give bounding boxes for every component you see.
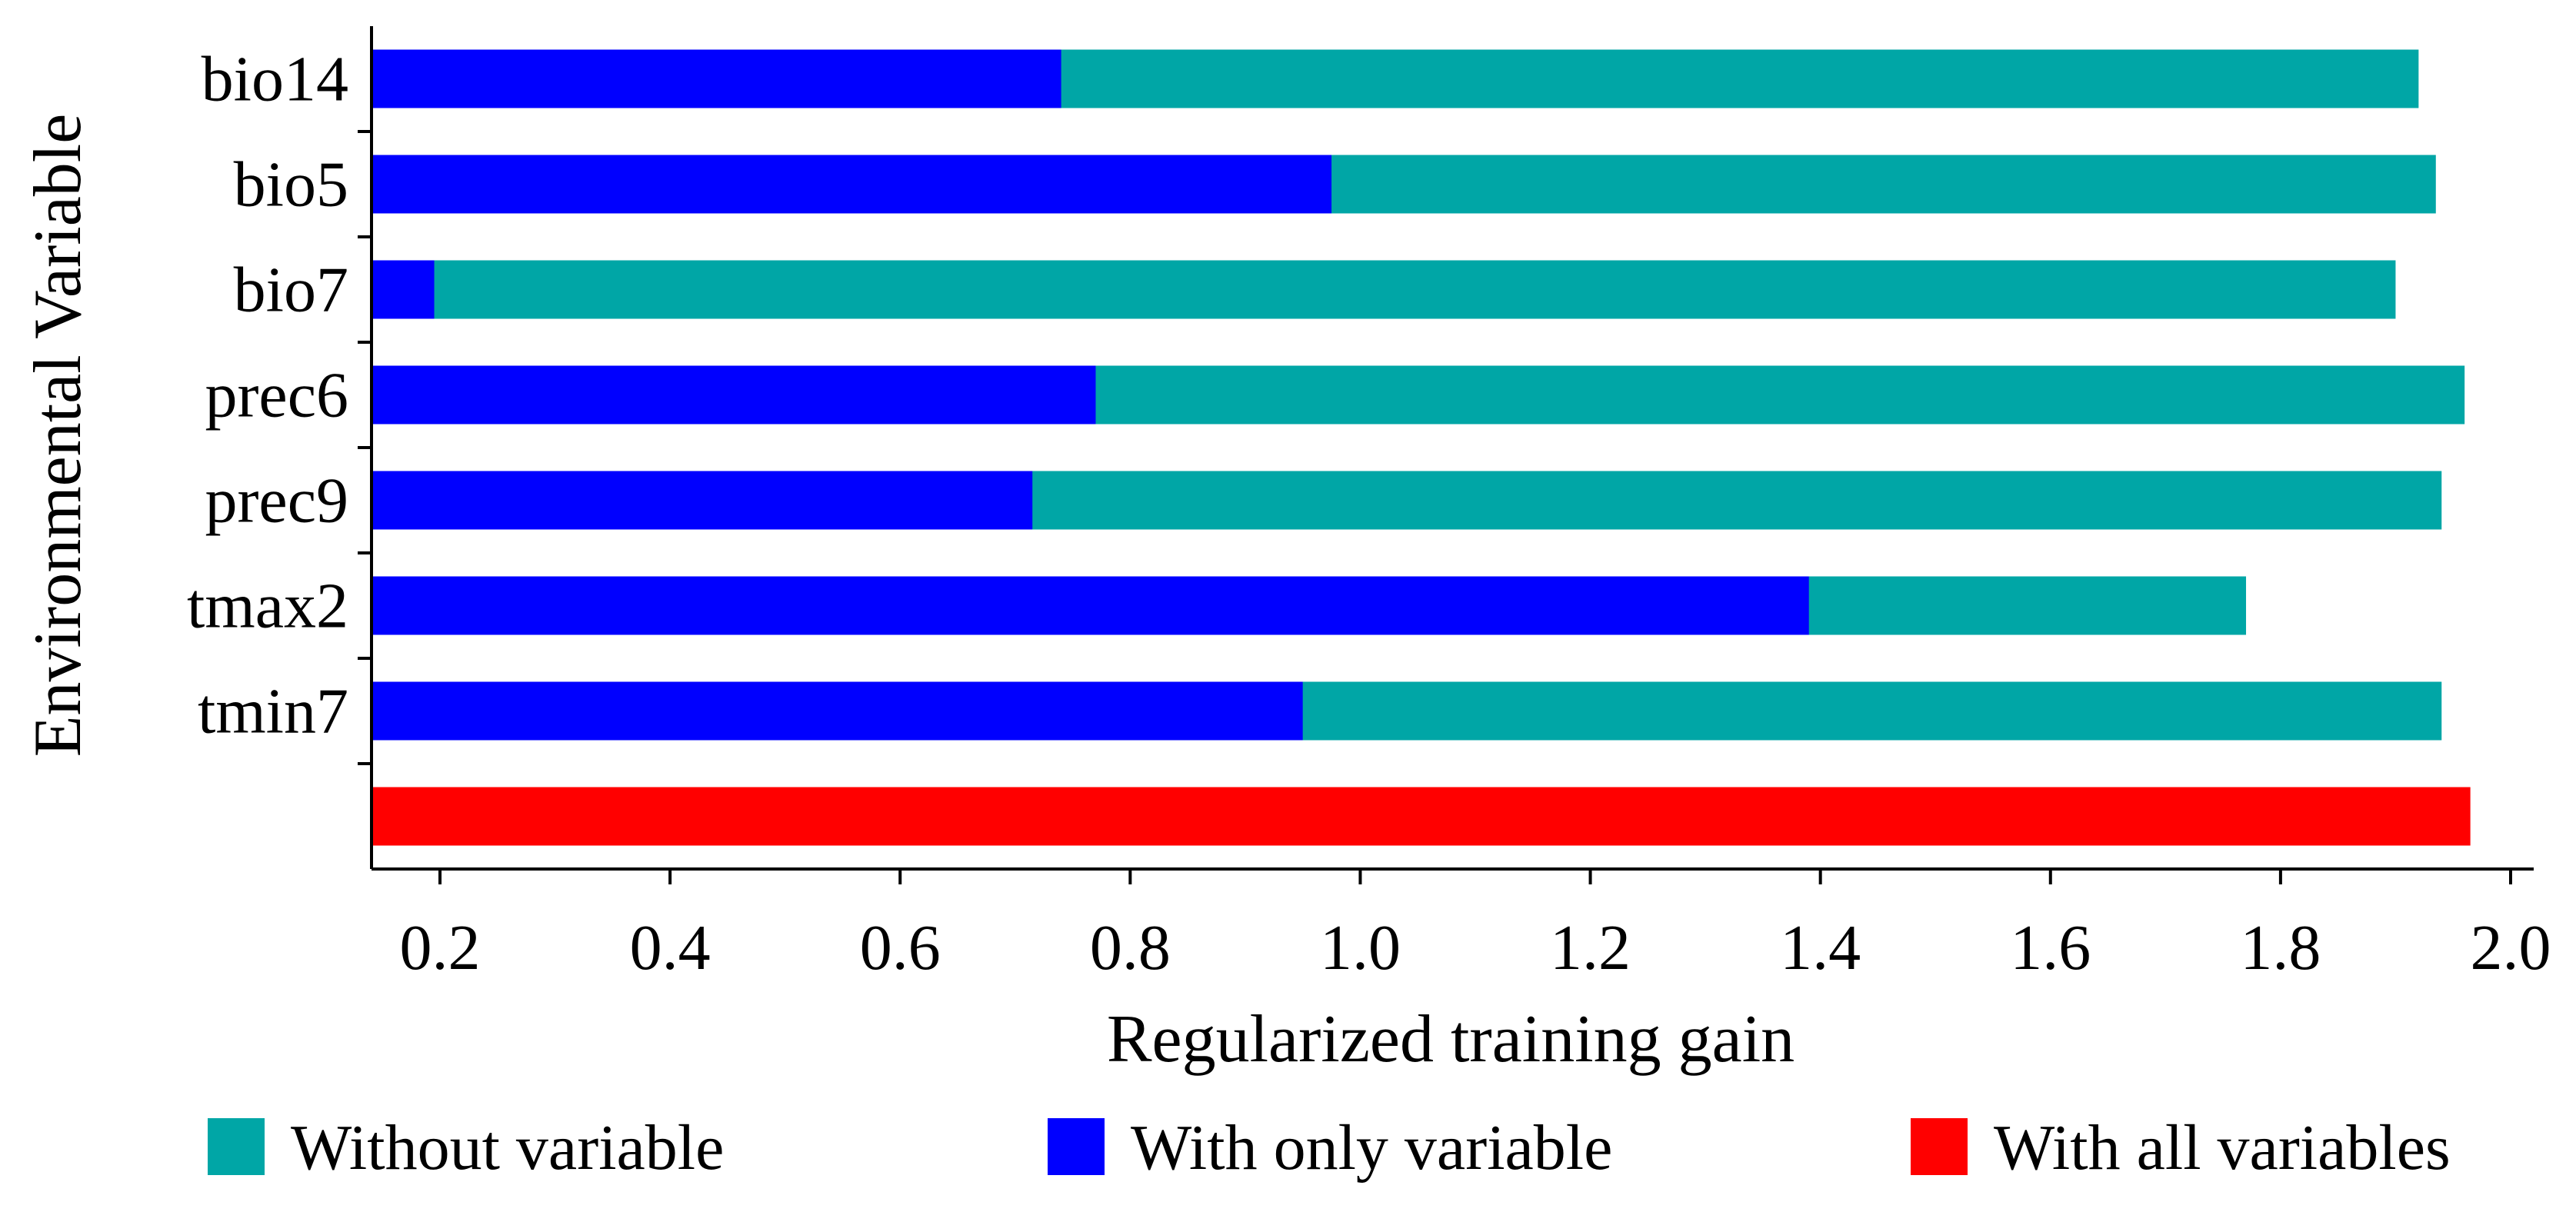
y-tick-label-bio14: bio14: [202, 44, 348, 115]
bar-bio14-with-only-variable: [372, 49, 1061, 108]
y-tick-label-prec6: prec6: [205, 360, 348, 431]
x-tick-label: 0.4: [630, 912, 711, 984]
x-tick-label: 1.8: [2240, 912, 2321, 984]
bar-prec9-with-only-variable: [372, 471, 1033, 530]
x-tick-label: 1.2: [1550, 912, 1631, 984]
legend-label: With all variables: [1994, 1112, 2451, 1184]
y-tick-label-tmax2: tmax2: [187, 571, 348, 642]
legend-swatch-with-only-variable: [1048, 1118, 1105, 1175]
x-tick-label: 1.4: [1780, 912, 1861, 984]
bar-prec6-with-only-variable: [372, 365, 1096, 425]
y-tick-label-bio5: bio5: [234, 149, 348, 221]
axes-layer: [370, 26, 2534, 871]
y-axis-title: Environmental Variable: [21, 114, 95, 758]
bar-tmax2-with-only-variable: [372, 576, 1809, 635]
x-tick-label: 1.6: [2010, 912, 2091, 984]
legend-swatch-with-all-variables: [1911, 1118, 1968, 1175]
bar-bio7-without-variable: [372, 260, 2396, 319]
x-tick-label: 0.6: [860, 912, 941, 984]
bar-bio7-with-only-variable: [372, 260, 435, 319]
bar-bio5-with-only-variable: [372, 155, 1332, 214]
x-axis-title: Regularized training gain: [1107, 1002, 1795, 1077]
x-ticks-layer: 0.2 0.4 0.6 0.8 1.0 1.2 1.4 1.6 1.8 2.0: [400, 869, 2551, 984]
bar-tmin7-with-only-variable: [372, 681, 1303, 741]
legend-label: With only variable: [1131, 1112, 1612, 1184]
legend-label: Without variable: [291, 1112, 724, 1184]
bar-all-with-all-variables: [372, 787, 2471, 846]
y-ticks-layer: bio14 bio5 bio7 prec6 prec9 tmax2 tmin7: [187, 44, 372, 765]
y-tick-label-tmin7: tmin7: [198, 676, 348, 748]
x-tick-label: 0.2: [400, 912, 481, 984]
legend: Without variable With only variable With a…: [208, 1112, 2451, 1184]
x-tick-label: 0.8: [1090, 912, 1171, 984]
x-tick-label: 2.0: [2471, 912, 2551, 984]
y-tick-label-prec9: prec9: [205, 465, 348, 537]
legend-swatch-without-variable: [208, 1118, 265, 1175]
x-tick-label: 1.0: [1320, 912, 1401, 984]
y-tick-label-bio7: bio7: [234, 255, 348, 326]
bars-layer: [372, 49, 2471, 846]
